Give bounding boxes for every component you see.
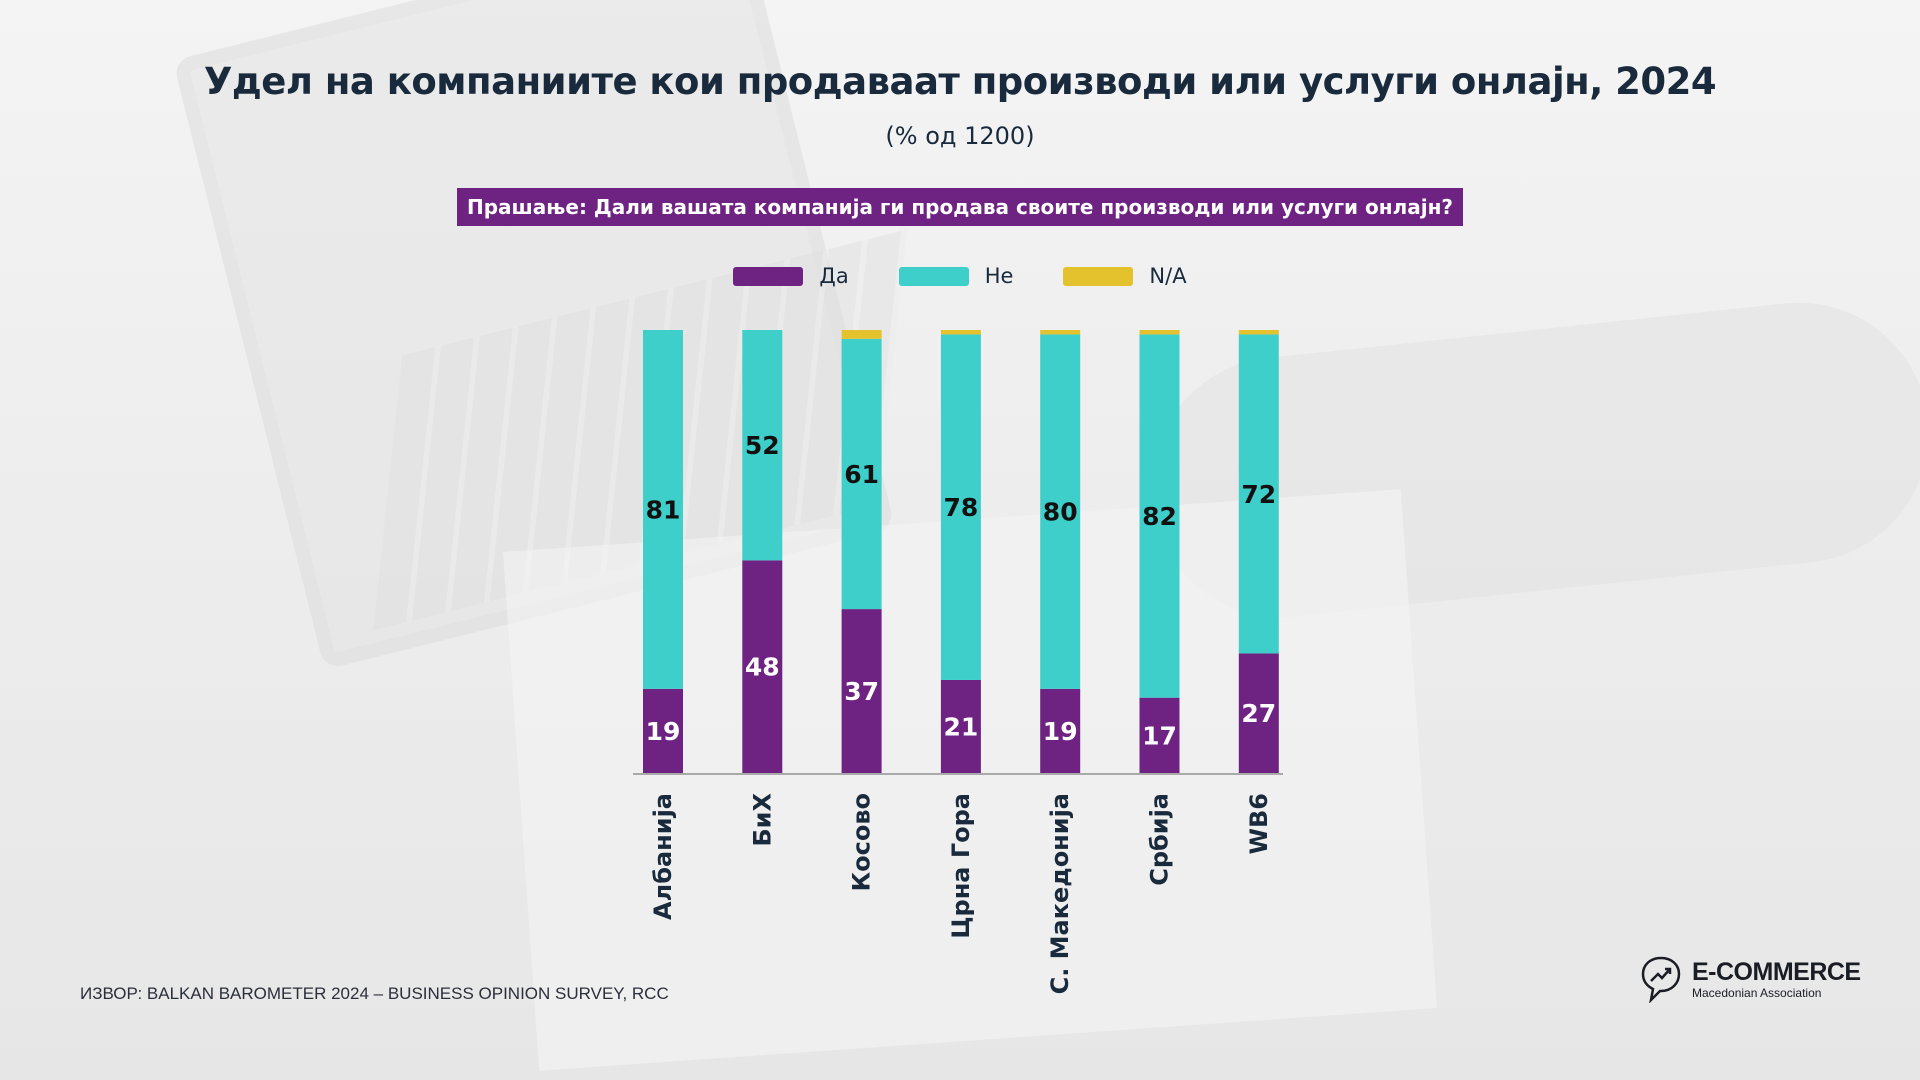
legend-swatch-no (898, 266, 969, 286)
bar-no-serbia (1139, 334, 1180, 698)
category-label-kosovo: Косово (848, 793, 876, 892)
bar-yes-montenegro (940, 679, 981, 773)
bar-na-serbia (1139, 330, 1180, 335)
data-label-yes-serbia: 17 (1142, 721, 1177, 750)
logo-chat-chart-icon (1641, 956, 1681, 1003)
legend-item-na: N/A (1063, 264, 1187, 288)
category-label-serbia: Србија (1146, 793, 1174, 886)
legend-label-no: Не (984, 264, 1014, 288)
legend-swatch-yes (733, 266, 804, 286)
data-label-yes-kosovo: 37 (844, 677, 879, 706)
data-label-yes-wb6: 27 (1241, 699, 1276, 728)
legend-item-no: Не (898, 264, 1014, 288)
bar-yes-albania (643, 688, 683, 773)
data-label-yes-albania: 19 (646, 717, 681, 746)
category-label-wb6: WB6 (1245, 793, 1273, 854)
bar-no-kosovo (841, 338, 882, 610)
bar-na-kosovo (841, 330, 882, 339)
category-label-montenegro: Црна Гора (947, 793, 975, 939)
data-label-no-albania: 81 (646, 495, 681, 524)
logo-text: E-COMMERCE Macedonian Association (1692, 958, 1861, 1000)
data-label-no-serbia: 82 (1142, 502, 1177, 531)
data-label-yes-north-macedonia: 19 (1043, 717, 1078, 746)
bar-no-north-macedonia (1040, 334, 1081, 689)
logo-main-text: E-COMMERCE (1692, 958, 1861, 986)
data-label-no-kosovo: 61 (844, 460, 879, 489)
bar-no-albania (643, 330, 683, 689)
bar-na-north-macedonia (1040, 330, 1081, 335)
source-note: ИЗВОР: BALKAN BAROMETER 2024 – BUSINESS … (80, 984, 669, 1003)
legend-label-yes: Да (819, 264, 849, 288)
chart-subtitle: (% од 1200) (885, 122, 1035, 150)
bar-yes-north-macedonia (1040, 688, 1081, 773)
bar-no-montenegro (940, 334, 981, 680)
data-label-yes-bih: 48 (745, 653, 780, 682)
bar-no-wb6 (1238, 334, 1279, 654)
bar-no-bih (742, 330, 783, 561)
category-label-bih: БиХ (748, 793, 776, 847)
question-banner: Прашање: Дали вашата компанија ги продав… (0, 188, 1920, 226)
category-label-north-macedonia: С. Македонија (1046, 793, 1074, 994)
legend-label-na: N/A (1149, 264, 1187, 288)
bar-yes-wb6 (1238, 653, 1279, 773)
bar-yes-bih (742, 560, 783, 773)
category-label-albania: Албанија (649, 793, 677, 920)
bar-na-montenegro (940, 330, 981, 335)
logo-sub-text: Macedonian Association (1692, 986, 1822, 1000)
data-label-no-bih: 52 (745, 431, 780, 460)
bar-yes-kosovo (841, 609, 882, 773)
chart-title: Удел на компаниите кои продаваат произво… (203, 60, 1717, 103)
legend-item-yes: Да (733, 264, 849, 288)
logo: E-COMMERCE Macedonian Association (1640, 955, 1861, 1003)
legend-swatch-na (1063, 266, 1134, 286)
data-label-no-wb6: 72 (1241, 480, 1276, 509)
bar-na-wb6 (1238, 330, 1279, 335)
data-label-no-north-macedonia: 80 (1043, 498, 1078, 527)
bar-yes-serbia (1139, 697, 1180, 773)
chart-legend: Да Не N/A (0, 264, 1920, 288)
question-text: Прашање: Дали вашата компанија ги продав… (456, 188, 1464, 226)
data-label-no-montenegro: 78 (944, 493, 979, 522)
data-label-yes-montenegro: 21 (944, 712, 979, 741)
